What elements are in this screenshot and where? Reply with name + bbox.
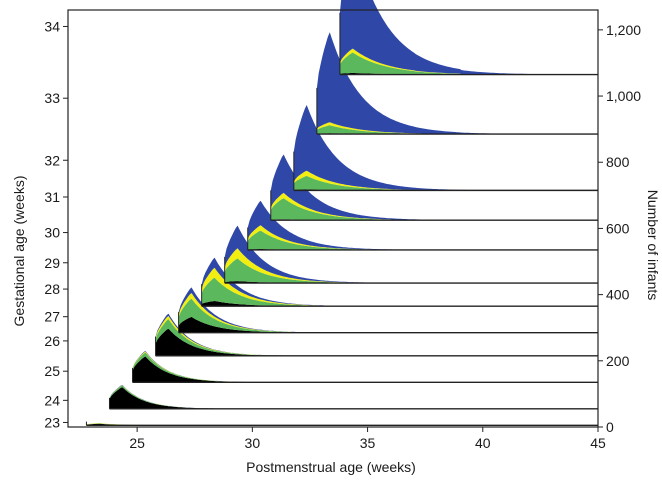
cohort-ga-30 [247,200,598,251]
band-blue-ga-33 [316,32,598,135]
ga-tick-label: 32 [44,152,60,168]
plot-frame [67,9,599,428]
cohort-areas [85,0,598,427]
x-tick-label: 40 [475,435,491,451]
ga-tick-label: 30 [44,225,60,241]
ga-tick-label: 25 [44,363,60,379]
band-black-ga-26 [155,328,598,356]
right-tick-label: 200 [606,353,630,369]
x-axis-ticks: 25 30 35 40 45 [129,427,606,451]
band-green-ga-29 [224,258,598,283]
band-black-ga-25 [132,356,598,383]
right-tick-label: 1,000 [606,88,641,104]
band-green-ga-24 [109,385,598,409]
band-green-ga-34 [339,52,598,75]
right-tick-label: 0 [606,419,614,435]
x-tick-label: 30 [245,435,261,451]
ga-tick-label: 24 [44,392,60,408]
ga-tick-label: 34 [44,18,60,34]
band-yellow-ga-24 [109,385,598,409]
ga-tick-label: 23 [44,414,60,430]
band-green-ga-33 [316,125,598,135]
ga-tick-label: 29 [44,255,60,271]
right-tick-label: 800 [606,154,630,170]
cohort-ga-29 [224,225,598,284]
x-axis-title: Postmenstrual age (weeks) [246,459,416,475]
band-green-ga-30 [247,230,598,250]
ga-tick-label: 26 [44,333,60,349]
ga-tick-label: 27 [44,309,60,325]
x-tick-label: 35 [360,435,376,451]
left-axis-title: Gestational age (weeks) [11,176,27,327]
cohort-ga-23 [85,421,598,427]
right-tick-label: 400 [606,287,630,303]
cohort-ga-34 [339,0,598,76]
right-tick-label: 1,200 [606,22,641,38]
band-black-ga-24 [109,387,598,409]
cohort-ga-31 [270,154,598,221]
right-axis-title: Number of infants [645,190,661,301]
gestational-age-labels: 23 24 25 26 27 28 29 30 31 32 33 34 [44,18,68,430]
right-axis-ticks: 0 200 400 600 800 1,000 1,200 [598,22,641,435]
cohort-ga-28 [201,257,598,307]
band-green-ga-28 [201,277,598,307]
ga-tick-label: 28 [44,281,60,297]
band-yellow-ga-29 [224,248,598,283]
band-black-ga-27 [178,316,598,333]
right-tick-label: 600 [606,220,630,236]
cohort-ga-33 [316,32,598,135]
ga-tick-label: 33 [44,90,60,106]
band-green-ga-32 [293,175,598,191]
band-green-ga-31 [270,198,598,221]
band-green-ga-25 [132,352,598,383]
cohort-ga-25 [132,350,598,384]
ga-tick-label: 31 [44,189,60,205]
cohort-ga-27 [178,287,598,334]
cohort-ga-24 [108,384,598,410]
x-tick-label: 25 [129,435,145,451]
band-blue-ga-24 [109,384,598,409]
x-tick-label: 45 [590,435,606,451]
cohort-ga-26 [155,313,598,357]
cohort-ga-32 [293,105,598,192]
band-blue-ga-34 [339,0,598,75]
